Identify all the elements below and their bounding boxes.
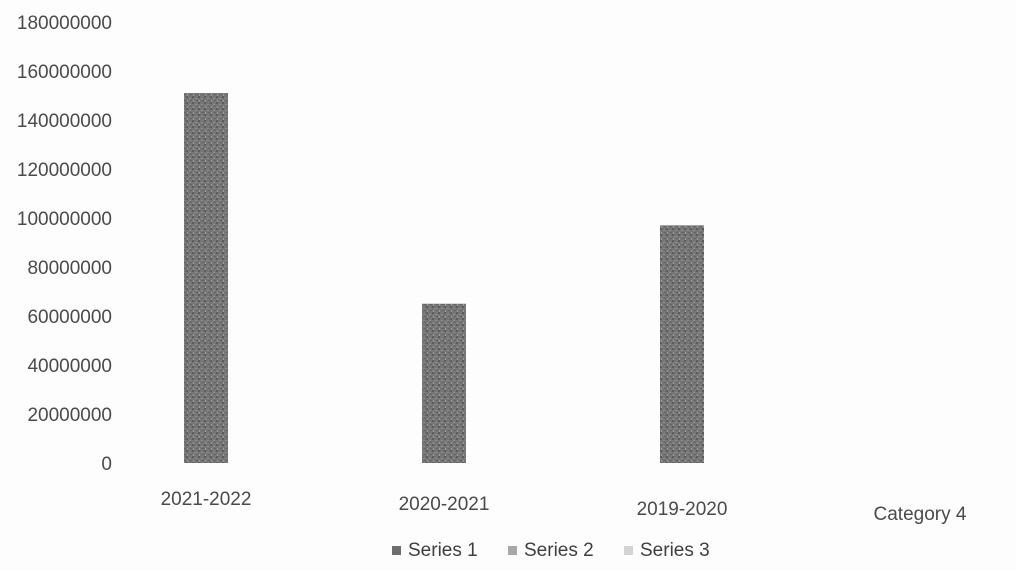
- y-tick-label: 20000000: [27, 405, 112, 426]
- y-tick-label: 180000000: [17, 13, 112, 34]
- legend: Series 1 Series 2 Series 3: [392, 540, 710, 561]
- y-axis-ticks: 0 20000000 40000000 60000000 80000000 1000000…: [17, 13, 112, 475]
- y-tick-label: 80000000: [27, 258, 112, 279]
- x-category-label: 2021-2022: [161, 489, 252, 510]
- legend-swatch: [392, 546, 401, 555]
- y-tick-label: 140000000: [17, 111, 112, 132]
- legend-label: Series 1: [408, 540, 478, 561]
- x-category-label: 2019-2020: [637, 499, 728, 520]
- legend-swatch: [624, 546, 633, 555]
- bar-series-1-2020-2021: [422, 303, 466, 463]
- y-tick-label: 40000000: [27, 356, 112, 377]
- legend-label: Series 2: [524, 540, 594, 561]
- bar-series-1-2021-2022: [184, 93, 228, 464]
- x-category-label: 2020-2021: [399, 494, 490, 515]
- legend-label: Series 3: [640, 540, 710, 561]
- bars-group: [184, 93, 704, 464]
- y-tick-label: 120000000: [17, 160, 112, 181]
- y-tick-label: 100000000: [17, 209, 112, 230]
- legend-swatch: [508, 546, 517, 555]
- bar-series-1-2019-2020: [660, 225, 704, 463]
- y-tick-label: 160000000: [17, 62, 112, 83]
- y-tick-label: 0: [101, 454, 112, 475]
- y-tick-label: 60000000: [27, 307, 112, 328]
- x-category-label: Category 4: [874, 504, 967, 525]
- x-axis-categories: 2021-2022 2020-2021 2019-2020 Category 4: [161, 489, 967, 525]
